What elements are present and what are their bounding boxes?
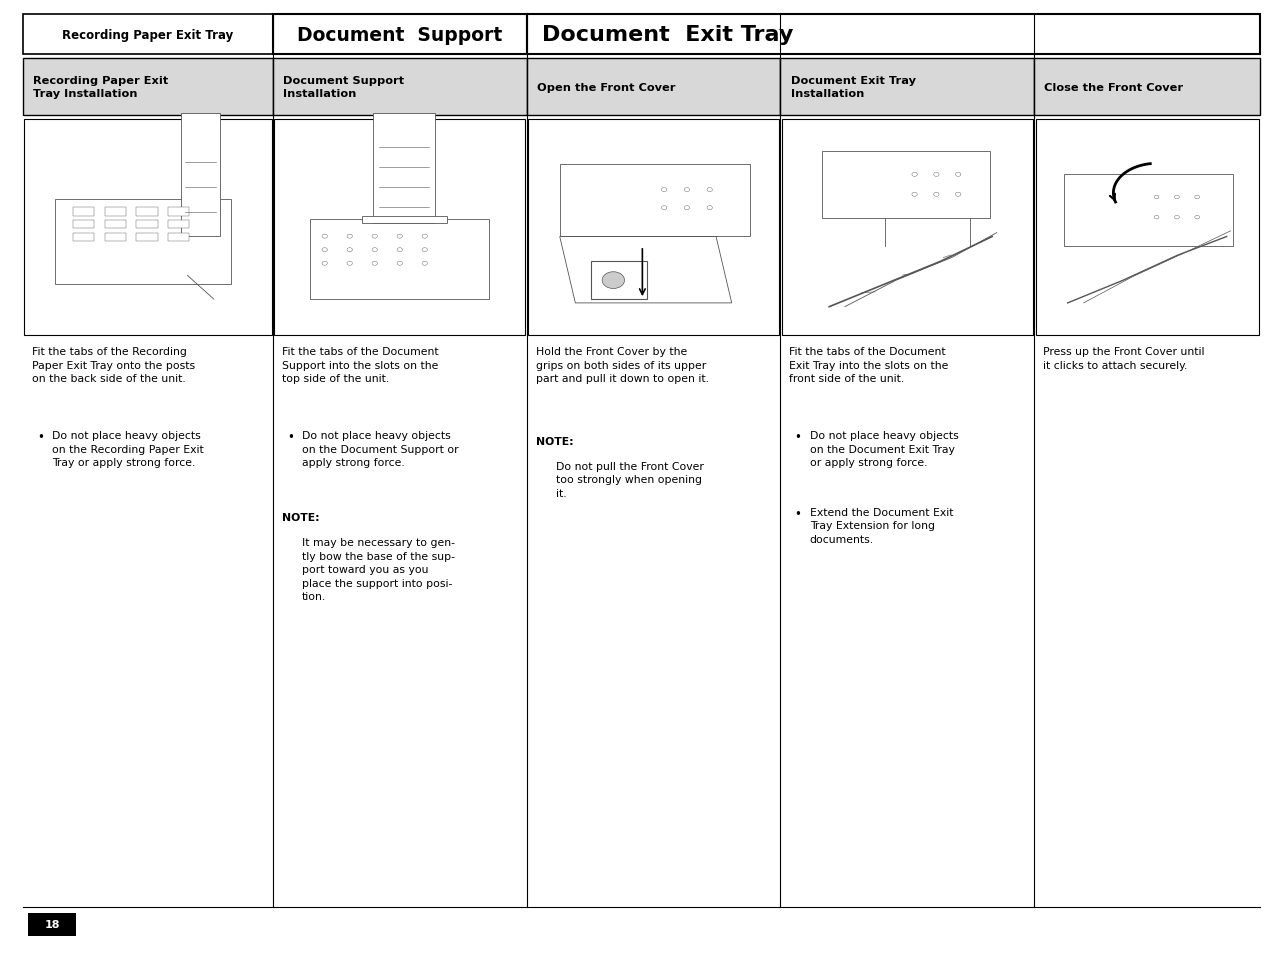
Bar (136, 233, 157, 242)
Circle shape (397, 234, 402, 239)
Bar (28, 913, 76, 936)
Circle shape (661, 207, 666, 211)
Circle shape (1175, 216, 1179, 220)
Bar (591, 262, 647, 300)
Text: Extend the Document Exit
Tray Extension for long
documents.: Extend the Document Exit Tray Extension … (810, 507, 953, 544)
Circle shape (912, 193, 917, 197)
Bar (23, 59, 273, 116)
Text: Do not place heavy objects
on the Document Support or
apply strong force.: Do not place heavy objects on the Docume… (302, 431, 458, 468)
Circle shape (956, 173, 961, 177)
Circle shape (423, 249, 428, 253)
Circle shape (372, 262, 377, 266)
Text: •: • (794, 507, 801, 520)
Bar (23, 15, 273, 55)
Bar (74, 208, 94, 216)
Text: •: • (37, 431, 43, 444)
Circle shape (1195, 196, 1199, 199)
Bar (105, 221, 126, 229)
Bar (105, 208, 126, 216)
Bar (74, 221, 94, 229)
Bar (527, 15, 1260, 55)
FancyBboxPatch shape (560, 165, 750, 237)
Text: Document Exit Tray
Installation: Document Exit Tray Installation (791, 76, 916, 99)
Circle shape (372, 249, 377, 253)
Bar (168, 221, 189, 229)
Text: It may be necessary to gen-
tly bow the base of the sup-
port toward you as you
: It may be necessary to gen- tly bow the … (302, 537, 456, 602)
Text: •: • (287, 431, 293, 444)
Circle shape (684, 207, 689, 211)
Text: •: • (794, 431, 801, 444)
Text: Fit the tabs of the Document
Exit Tray into the slots on the
front side of the u: Fit the tabs of the Document Exit Tray i… (789, 347, 949, 384)
Text: Document Support
Installation: Document Support Installation (283, 76, 404, 99)
Bar (168, 208, 189, 216)
Text: NOTE:: NOTE: (536, 436, 574, 446)
Bar (362, 216, 447, 224)
Circle shape (322, 234, 327, 239)
Text: 18: 18 (44, 920, 60, 929)
FancyBboxPatch shape (822, 152, 990, 218)
Circle shape (322, 262, 327, 266)
Circle shape (912, 173, 917, 177)
Bar (373, 114, 435, 224)
Circle shape (423, 234, 428, 239)
Circle shape (346, 249, 353, 253)
Text: NOTE:: NOTE: (282, 513, 320, 522)
Bar (780, 59, 1034, 116)
Text: Document  Support: Document Support (297, 26, 503, 45)
Circle shape (707, 207, 712, 211)
Bar (1036, 120, 1259, 335)
Circle shape (934, 173, 939, 177)
FancyBboxPatch shape (56, 199, 231, 285)
Circle shape (707, 189, 712, 193)
Bar (782, 120, 1033, 335)
Bar (1034, 59, 1260, 116)
Bar (136, 221, 157, 229)
Circle shape (934, 193, 939, 197)
Bar (528, 120, 779, 335)
Circle shape (397, 249, 402, 253)
FancyBboxPatch shape (311, 220, 489, 300)
Circle shape (1175, 196, 1179, 199)
Text: Open the Front Cover: Open the Front Cover (537, 83, 675, 92)
Text: Hold the Front Cover by the
grips on both sides of its upper
part and pull it do: Hold the Front Cover by the grips on bot… (536, 347, 708, 384)
Bar (527, 59, 780, 116)
Bar (273, 15, 527, 55)
Circle shape (423, 262, 428, 266)
Circle shape (397, 262, 402, 266)
FancyBboxPatch shape (1063, 174, 1232, 247)
Circle shape (346, 262, 353, 266)
Circle shape (956, 193, 961, 197)
Bar (74, 233, 94, 242)
Text: Recording Paper Exit
Tray Installation: Recording Paper Exit Tray Installation (33, 76, 169, 99)
Bar (273, 59, 527, 116)
Text: Press up the Front Cover until
it clicks to attach securely.: Press up the Front Cover until it clicks… (1043, 347, 1204, 371)
Text: Fit the tabs of the Document
Support into the slots on the
top side of the unit.: Fit the tabs of the Document Support int… (282, 347, 438, 384)
Text: Do not place heavy objects
on the Recording Paper Exit
Tray or apply strong forc: Do not place heavy objects on the Record… (52, 431, 204, 468)
Circle shape (1155, 216, 1159, 220)
Circle shape (346, 234, 353, 239)
Circle shape (684, 189, 689, 193)
Text: Document  Exit Tray: Document Exit Tray (542, 26, 793, 45)
Bar (181, 114, 221, 237)
Circle shape (1195, 216, 1199, 220)
Text: Recording Paper Exit Tray: Recording Paper Exit Tray (62, 29, 233, 42)
Circle shape (1155, 196, 1159, 199)
Text: Fit the tabs of the Recording
Paper Exit Tray onto the posts
on the back side of: Fit the tabs of the Recording Paper Exit… (32, 347, 195, 384)
Text: Do not place heavy objects
on the Document Exit Tray
or apply strong force.: Do not place heavy objects on the Docume… (810, 431, 958, 468)
Circle shape (372, 234, 377, 239)
Circle shape (603, 273, 624, 289)
Circle shape (661, 189, 666, 193)
Bar (168, 233, 189, 242)
Circle shape (322, 249, 327, 253)
Bar (136, 208, 157, 216)
Bar (24, 120, 272, 335)
Text: Do not pull the Front Cover
too strongly when opening
it.: Do not pull the Front Cover too strongly… (556, 461, 704, 498)
Bar (105, 233, 126, 242)
Text: Close the Front Cover: Close the Front Cover (1044, 83, 1184, 92)
Bar (274, 120, 525, 335)
